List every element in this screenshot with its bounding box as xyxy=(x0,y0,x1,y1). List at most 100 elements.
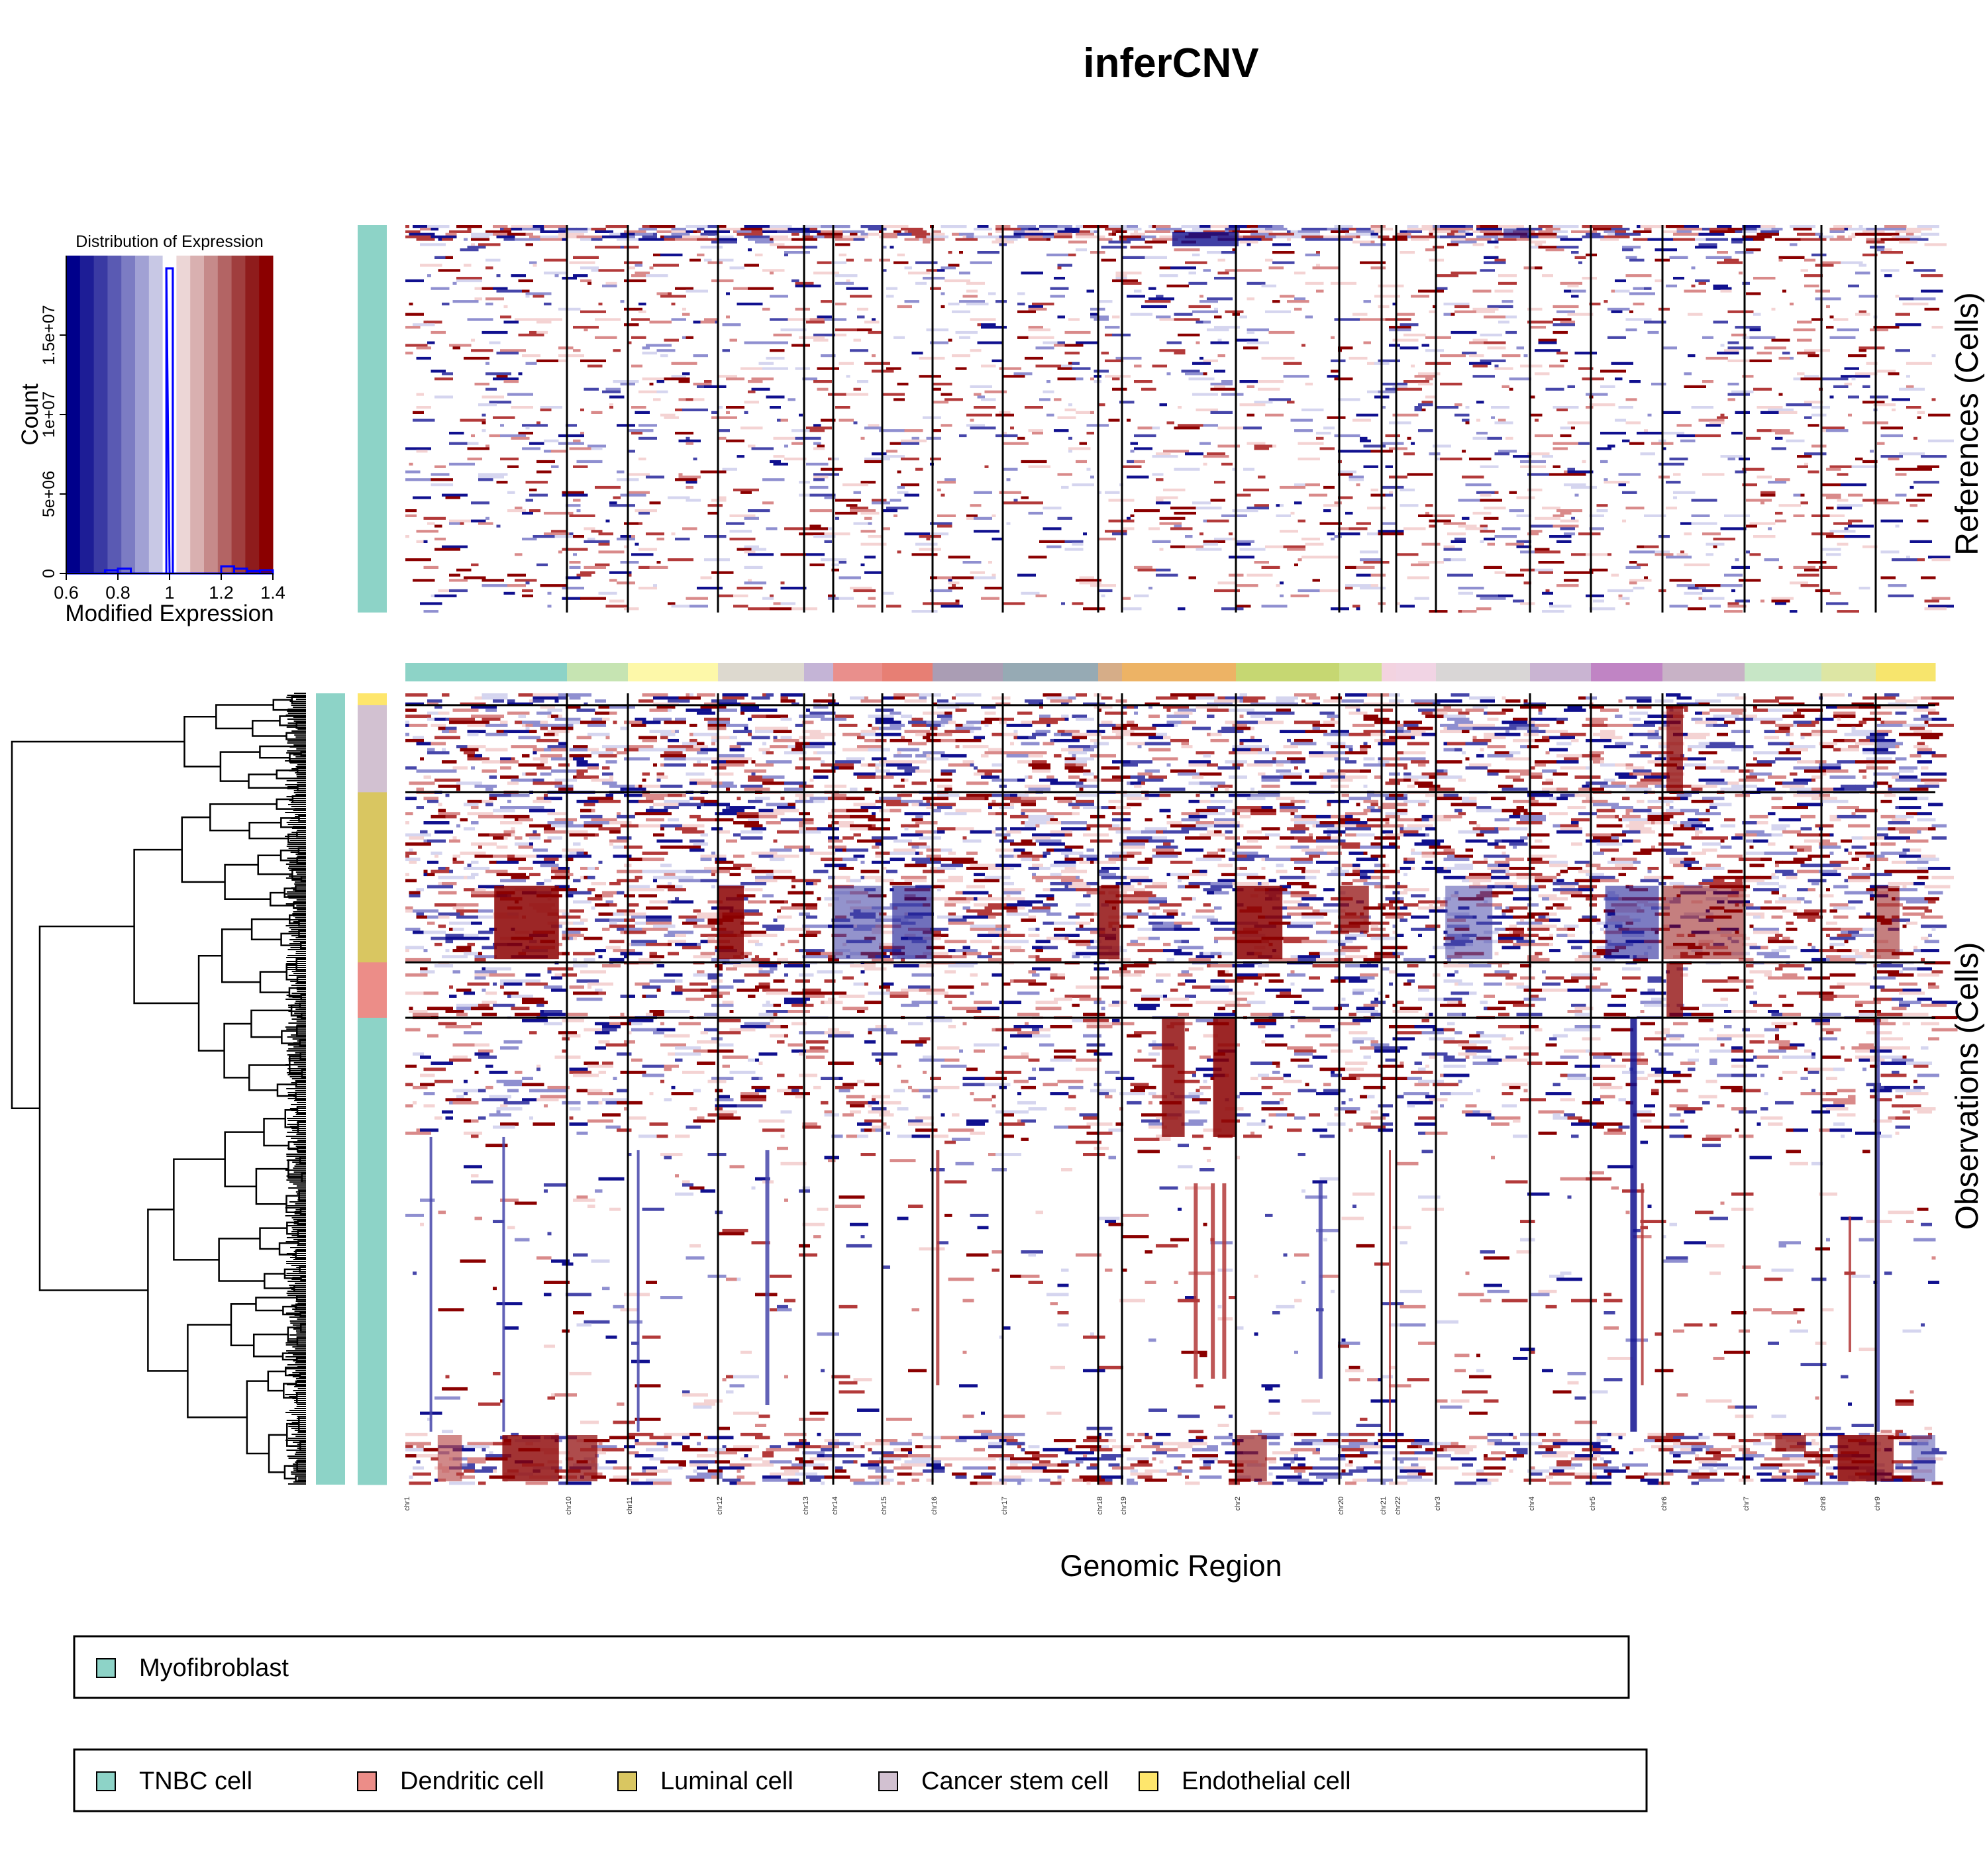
heatmap-cell xyxy=(642,778,646,782)
heatmap-cell xyxy=(1684,225,1699,228)
heatmap-cell xyxy=(839,723,858,727)
heatmap-cell xyxy=(1564,708,1586,712)
heatmap-cell xyxy=(773,333,792,336)
heatmap-cell xyxy=(1152,748,1171,752)
heatmap-cell xyxy=(930,232,945,236)
heatmap-cell xyxy=(1236,605,1251,608)
heatmap-cell xyxy=(558,787,574,791)
heatmap-cell xyxy=(1076,232,1094,236)
heatmap-cell xyxy=(1287,238,1291,241)
heatmap-cell xyxy=(1706,542,1725,546)
heatmap-cell xyxy=(1698,243,1717,246)
heatmap-cell xyxy=(1418,403,1433,407)
heatmap-cell xyxy=(966,781,989,785)
heatmap-cell xyxy=(1702,380,1713,383)
heatmap-cell xyxy=(1185,535,1193,538)
heatmap-cell xyxy=(1564,470,1568,473)
heatmap-cell xyxy=(427,323,435,326)
heatmap-cell xyxy=(1243,488,1269,491)
heatmap-cell xyxy=(1021,496,1029,499)
heatmap-cell xyxy=(828,797,846,801)
heatmap-cell xyxy=(1272,300,1280,303)
heatmap-cell xyxy=(1870,246,1885,249)
heatmap-cell xyxy=(1877,442,1885,445)
heatmap-cell xyxy=(1013,230,1025,233)
heatmap-cell xyxy=(1214,830,1222,834)
heatmap-cell xyxy=(1549,736,1575,740)
heatmap-cell xyxy=(1054,754,1062,758)
heatmap-cell xyxy=(1352,419,1371,422)
heatmap-cell xyxy=(1753,699,1779,703)
heatmap-cell xyxy=(1917,225,1939,228)
heatmap-cell xyxy=(1101,594,1105,597)
heatmap-cell xyxy=(1706,553,1713,556)
heatmap-cell xyxy=(405,514,417,517)
heatmap-cell xyxy=(1105,359,1123,362)
heatmap-cell xyxy=(1258,387,1280,391)
heatmap-cell xyxy=(828,693,832,697)
heatmap-cell xyxy=(405,509,417,513)
heatmap-cell xyxy=(566,576,581,579)
heatmap-cell xyxy=(405,702,424,706)
heatmap-cell xyxy=(1560,281,1582,285)
heatmap-cell xyxy=(423,797,438,801)
heatmap-cell xyxy=(915,261,938,264)
heatmap-cell xyxy=(1855,784,1878,788)
heatmap-cell xyxy=(748,717,752,721)
heatmap-cell xyxy=(1247,385,1254,388)
heatmap-cell xyxy=(1025,821,1047,824)
heatmap-cell xyxy=(1367,806,1375,809)
heatmap-cell xyxy=(1298,589,1320,593)
heatmap-cell xyxy=(1290,830,1305,834)
heatmap-cell xyxy=(1454,403,1462,407)
heatmap-cell xyxy=(1625,763,1633,767)
heatmap-cell xyxy=(1338,346,1353,350)
heatmap-cell xyxy=(1804,462,1808,466)
heatmap-cell xyxy=(1156,496,1178,499)
heatmap-cell xyxy=(1127,517,1131,520)
heatmap-cell xyxy=(1753,238,1764,241)
heatmap-cell xyxy=(1356,803,1360,807)
heatmap-cell xyxy=(511,225,533,228)
heatmap-cell xyxy=(522,289,530,293)
heatmap-cell xyxy=(1130,781,1142,785)
heatmap-cell xyxy=(1899,797,1917,801)
heatmap-cell xyxy=(1174,313,1193,316)
heatmap-cell xyxy=(1742,375,1754,378)
heatmap-cell xyxy=(638,511,650,515)
heatmap-cell xyxy=(770,318,788,321)
heatmap-cell xyxy=(1917,748,1932,752)
heatmap-cell xyxy=(431,483,453,487)
heatmap-cell xyxy=(693,230,697,233)
heatmap-cell xyxy=(1596,447,1611,450)
heatmap-cell xyxy=(525,772,537,776)
heatmap-cell xyxy=(1367,818,1390,822)
heatmap-cell xyxy=(503,730,530,734)
heatmap-cell xyxy=(682,527,697,530)
heatmap-cell xyxy=(1236,542,1251,546)
heatmap-cell xyxy=(693,354,708,358)
heatmap-cell xyxy=(882,696,894,700)
heatmap-cell xyxy=(1899,806,1921,809)
heatmap-cell xyxy=(1447,532,1466,536)
heatmap-cell xyxy=(955,809,982,813)
heatmap-cell xyxy=(868,763,876,767)
heatmap-cell xyxy=(937,793,960,797)
heatmap-cell xyxy=(1130,760,1152,764)
heatmap-cell xyxy=(471,766,475,770)
heatmap-cell xyxy=(850,507,868,510)
heatmap-cell xyxy=(1345,511,1353,515)
heatmap-cell xyxy=(1895,493,1907,497)
heatmap-cell xyxy=(627,341,632,344)
heatmap-cell xyxy=(434,717,446,721)
heatmap-cell xyxy=(638,436,657,440)
heatmap-cell xyxy=(598,591,617,595)
heatmap-cell xyxy=(988,803,1011,807)
heatmap-cell xyxy=(536,330,548,334)
heatmap-cell xyxy=(576,235,603,238)
heatmap-cell xyxy=(642,793,668,797)
heatmap-cell xyxy=(711,738,719,742)
heatmap-cell xyxy=(1050,699,1072,703)
heatmap-cell xyxy=(1782,715,1805,718)
heatmap-cell xyxy=(1378,235,1390,238)
